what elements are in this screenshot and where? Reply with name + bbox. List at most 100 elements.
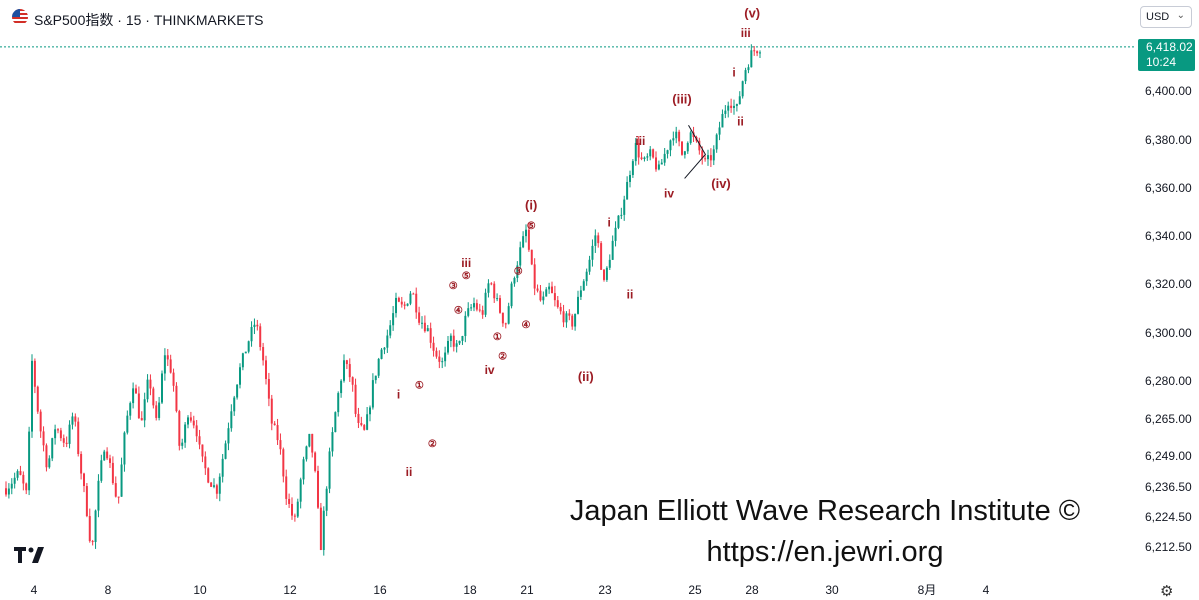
tradingview-logo-icon[interactable] [14,547,44,568]
candle-body [126,415,129,433]
candle-body [276,425,279,441]
candle-body [675,131,678,139]
candle-body [13,477,16,484]
candle-body [285,476,288,499]
wave-label: ③ [449,281,458,292]
candle-body [25,483,28,491]
candle-body [475,303,478,310]
wave-label: i [397,388,400,402]
candle-body [421,322,423,324]
candle-body [54,429,57,439]
candle-body [663,153,666,163]
candle-body [311,433,314,453]
candle-body [539,290,542,301]
wave-label: iv [664,187,674,201]
price-tick-label: 6,224.50 [1145,510,1192,524]
candle-body [637,142,640,158]
candle-body [438,356,441,362]
candle-body [204,456,207,469]
candle-body [473,303,475,308]
candle-body [487,283,490,293]
candle-body [256,324,259,327]
gear-icon[interactable]: ⚙ [1160,583,1174,600]
candle-body [386,335,389,348]
candle-body [478,309,481,311]
candle-body [259,326,262,348]
time-tick-label: 18 [463,583,477,597]
candle-body [5,488,7,495]
currency-selector[interactable]: USD ⌄ [1140,6,1192,28]
candle-body [582,281,585,291]
triangle-trendline[interactable] [684,125,707,179]
candle-body [562,311,565,323]
candle-body [588,259,591,272]
candle-body [707,155,709,160]
candle-body [704,158,707,160]
currency-label: USD [1146,11,1170,23]
candle-body [559,307,562,312]
candle-body [265,360,267,380]
candle-body [553,293,556,301]
candle-body [683,151,686,155]
candle-body [718,127,721,135]
price-tick-label: 6,320.00 [1145,277,1192,291]
candle-body [516,265,519,278]
wave-label: ③ [514,266,523,277]
candle-body [594,235,597,246]
time-axis: 4 8 10 12 16 18 21 23 25 28 30 8月 4 [31,583,990,597]
wave-label: iii [741,26,751,40]
candle-body [369,407,371,415]
candle-body [83,473,85,487]
candle-body [631,161,634,176]
candle-body [354,384,357,414]
candle-body [741,81,744,97]
candle-body [527,229,530,250]
candle-body [85,486,88,517]
candle-body [77,421,80,454]
candle-body [681,141,683,155]
candle-body [626,181,629,200]
candle-body [288,498,291,504]
candle-body [244,351,247,354]
candle-body [519,247,522,266]
time-tick-label: 10 [193,583,207,597]
candle-body [730,105,733,108]
candle-body [169,359,172,373]
candle-body [397,297,400,302]
trendlines [684,125,707,179]
price-tick-label: 6,212.50 [1145,540,1192,554]
candle-body [484,292,487,315]
candle-body [496,298,499,300]
wave-label: iii [635,134,645,148]
symbol-title[interactable]: S&P500指数 · 15 · THINKMARKETS [34,12,264,28]
candle-body [715,134,718,150]
candle-body [733,105,735,108]
candle-body [360,422,363,426]
candle-body [305,446,308,460]
candle-body [135,388,137,394]
candle-body [429,328,432,343]
wave-label: ④ [454,305,463,316]
candle-body [337,393,340,413]
time-tick-label: 30 [825,583,839,597]
time-tick-label: 4 [983,583,990,597]
candle-body [577,296,579,314]
candle-body [738,96,741,105]
candle-body [686,142,689,152]
candle-body [140,418,143,421]
candle-body [19,471,22,475]
candle-body [129,403,132,416]
price-axis: 6,212.50 6,224.50 6,236.50 6,249.00 6,265.00… [1145,84,1192,554]
candle-body [504,323,507,325]
wave-label: i [732,65,735,79]
candle-body [435,350,438,357]
price-tick-label: 6,236.50 [1145,480,1192,494]
candle-body [759,52,761,54]
candle-body [652,149,655,158]
candle-body [756,51,759,54]
bar-countdown: 10:24 [1146,55,1177,69]
candle-body [366,414,369,430]
candle-body [380,349,383,359]
candle-body [643,157,646,160]
